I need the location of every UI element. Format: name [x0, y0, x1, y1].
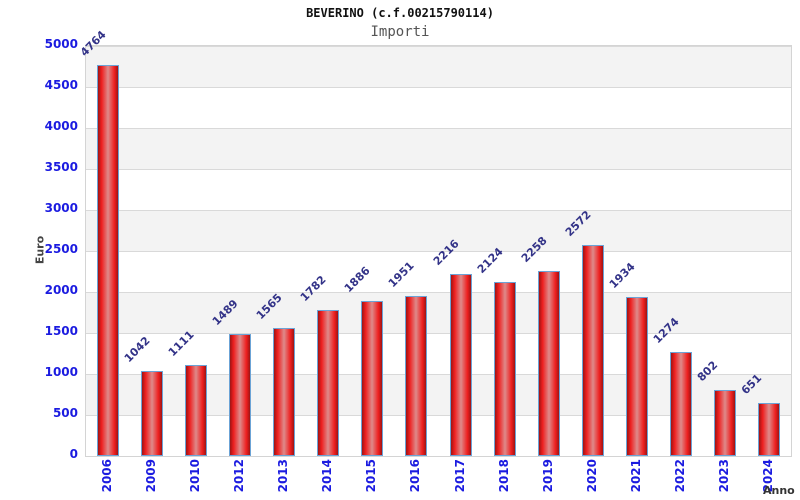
x-tick-label: 2012	[232, 459, 247, 493]
x-tick-label: 2017	[452, 459, 467, 493]
x-tick-slot: 2014	[305, 459, 349, 500]
x-tick-slot: 2006	[85, 459, 129, 500]
y-tick-label: 3500	[44, 160, 78, 174]
bar-2006[interactable]	[97, 65, 120, 456]
y-axis-title: Euro	[33, 235, 47, 265]
x-tick-slot: 2020	[570, 459, 614, 500]
bar-slot: 1042	[122, 46, 174, 456]
x-tick-label: 2022	[672, 459, 687, 493]
x-tick-label: 2019	[540, 459, 555, 493]
bar-slot: 802	[695, 46, 747, 456]
x-tick-label: 2020	[584, 459, 599, 493]
y-tick-label: 2000	[44, 283, 78, 297]
y-tick-label: 2500	[44, 242, 78, 256]
bar-2014[interactable]	[317, 309, 340, 456]
y-tick-label: 1500	[44, 324, 78, 338]
bar-slot: 1886	[342, 46, 394, 456]
bar-slot: 1111	[166, 46, 218, 456]
x-tick-slot: 2021	[614, 459, 658, 500]
bar-slot: 2258	[518, 46, 571, 456]
bar-slot: 651	[739, 46, 791, 456]
bar-slot: 1489	[210, 46, 262, 456]
bar-2009[interactable]	[141, 370, 164, 456]
x-tick-slot: 2016	[393, 459, 437, 500]
bar-2013[interactable]	[273, 327, 296, 456]
bar-slot: 2124	[474, 46, 527, 456]
y-tick-label: 4500	[44, 78, 78, 92]
x-tick-label: 2015	[364, 459, 379, 493]
bars-container: 4764 1042 1111 1489 1565 1782 1886 1951 2216 2124…	[78, 29, 791, 456]
bar-2012[interactable]	[229, 333, 252, 456]
x-tick-slot: 2009	[129, 459, 173, 500]
y-tick-label: 500	[52, 406, 78, 420]
x-axis-ticks: 2006 2009 2010 2012 2013 2014 2015 2016 2017 2018…	[85, 459, 790, 500]
bar-slot: 1565	[254, 46, 306, 456]
x-tick-slot: 2018	[482, 459, 526, 500]
x-tick-slot: 2017	[438, 459, 482, 500]
bar-2020[interactable]	[581, 245, 604, 456]
bar-2021[interactable]	[625, 297, 648, 456]
bar-slot: 1951	[386, 46, 438, 456]
bar-slot: 4764	[78, 29, 130, 456]
x-tick-label: 2023	[716, 459, 731, 493]
x-tick-slot: 2022	[658, 459, 702, 500]
bar-2010[interactable]	[185, 364, 208, 456]
bar-slot: 2216	[430, 46, 483, 456]
x-tick-label: 2013	[276, 459, 291, 493]
bar-2024[interactable]	[757, 402, 780, 456]
bar-2016[interactable]	[405, 296, 428, 456]
bar-2019[interactable]	[537, 270, 560, 456]
x-tick-slot: 2012	[217, 459, 261, 500]
x-tick-slot: 2015	[349, 459, 393, 500]
x-axis-title: Anno	[763, 484, 795, 497]
bar-2022[interactable]	[669, 351, 692, 456]
x-tick-label: 2010	[188, 459, 203, 493]
y-tick-label: 3000	[44, 201, 78, 215]
x-tick-label: 2006	[100, 459, 115, 493]
bar-slot: 1782	[298, 46, 350, 456]
bar-2023[interactable]	[713, 390, 736, 456]
bar-slot: 2572	[562, 46, 615, 456]
x-tick-label: 2018	[496, 459, 511, 493]
chart-subtitle: Importi	[370, 24, 430, 40]
plot-area: 4764 1042 1111 1489 1565 1782 1886 1951 2216 2124…	[78, 29, 792, 457]
x-tick-slot: 2013	[261, 459, 305, 500]
bar-2015[interactable]	[361, 301, 384, 456]
y-tick-label: 4000	[44, 119, 78, 133]
chart-title: BEVERINO (c.f.00215790114)	[306, 6, 494, 20]
y-tick-label: 5000	[44, 37, 78, 51]
bar-slot: 1934	[607, 46, 659, 456]
x-tick-label: 2021	[628, 459, 643, 493]
bar-2017[interactable]	[449, 274, 472, 456]
y-tick-label: 1000	[44, 365, 78, 379]
bar-2018[interactable]	[493, 281, 516, 456]
x-tick-label: 2009	[144, 459, 159, 493]
bar-slot: 1274	[651, 46, 703, 456]
x-tick-label: 2016	[408, 459, 423, 493]
x-tick-slot: 2019	[526, 459, 570, 500]
y-tick-label: 0	[69, 447, 78, 461]
x-tick-label: 2014	[320, 459, 335, 493]
x-tick-slot: 2010	[173, 459, 217, 500]
x-tick-slot: 2023	[702, 459, 746, 500]
